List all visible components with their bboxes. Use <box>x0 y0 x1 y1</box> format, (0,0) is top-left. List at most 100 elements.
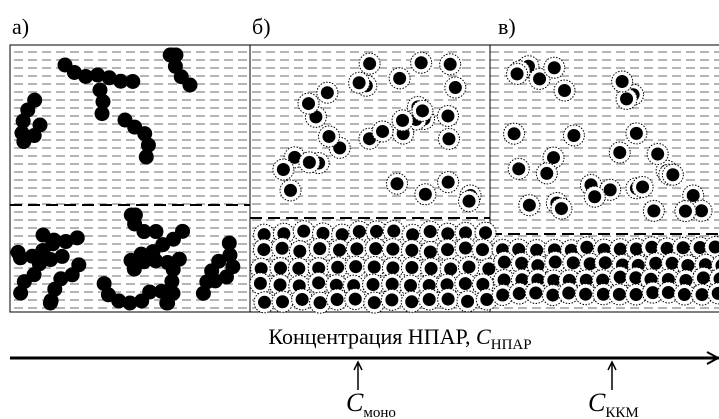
particle <box>666 257 679 270</box>
particle <box>533 72 546 85</box>
particle <box>424 225 437 238</box>
particle <box>416 104 429 117</box>
particle <box>651 148 664 161</box>
marker-subscript: моно <box>363 405 396 419</box>
particle <box>549 256 562 269</box>
particle <box>480 293 493 306</box>
particle <box>513 287 526 300</box>
panel-label: б) <box>252 14 271 39</box>
particle <box>385 293 398 306</box>
particle <box>530 244 543 257</box>
axis-label: Концентрация НПАР, CНПАР <box>268 324 531 353</box>
particle <box>321 86 334 99</box>
particle <box>695 204 708 217</box>
particle <box>441 243 454 256</box>
particle <box>636 180 649 193</box>
particle <box>368 296 381 309</box>
particle <box>222 236 237 251</box>
panel-label: в) <box>498 14 516 39</box>
particle <box>128 208 143 223</box>
particle <box>302 97 315 110</box>
particle <box>555 202 568 215</box>
particle <box>597 288 610 301</box>
particle <box>303 156 316 169</box>
particle <box>678 288 691 301</box>
particle <box>257 243 270 256</box>
particle <box>459 277 472 290</box>
particle <box>424 245 437 258</box>
particle <box>353 225 366 238</box>
particle <box>449 81 462 94</box>
particle <box>350 242 363 255</box>
particle <box>604 183 617 196</box>
particle <box>515 257 528 270</box>
particle <box>677 241 690 254</box>
marker-symbol: C <box>588 388 606 417</box>
axis-symbol: C <box>476 324 491 349</box>
particle <box>312 276 325 289</box>
particle <box>160 296 175 311</box>
particle <box>254 277 267 290</box>
particle <box>168 48 183 63</box>
particle <box>175 224 190 239</box>
particle <box>405 261 418 274</box>
figure: а) б) в) Концентрация НПАР, CНПАР Cмоно … <box>0 0 719 419</box>
particle <box>444 262 457 275</box>
particle <box>368 260 381 273</box>
particle <box>508 127 521 140</box>
axis-subscript: НПАР <box>491 337 532 353</box>
particle <box>349 293 362 306</box>
particle <box>425 262 438 275</box>
particle <box>11 245 26 260</box>
particle <box>442 132 455 145</box>
particle <box>419 188 432 201</box>
particle <box>614 243 627 256</box>
particle <box>125 74 140 89</box>
particle <box>441 109 454 122</box>
marker-symbol: C <box>346 388 364 417</box>
particle <box>666 168 679 181</box>
particle <box>363 57 376 70</box>
particle <box>679 205 692 218</box>
particle <box>274 262 287 275</box>
panel-label: а) <box>12 14 29 39</box>
particle <box>620 92 633 105</box>
particle <box>314 296 327 309</box>
particle <box>274 278 287 291</box>
particle <box>43 296 58 311</box>
particle <box>386 278 399 291</box>
particle <box>567 256 580 269</box>
particle <box>322 130 335 143</box>
particle <box>630 127 643 140</box>
particle <box>687 189 700 202</box>
particle <box>423 293 436 306</box>
particle <box>27 93 42 108</box>
particle <box>55 249 70 264</box>
particle <box>296 293 309 306</box>
particle <box>386 261 399 274</box>
particle <box>462 260 475 273</box>
particle <box>277 163 290 176</box>
particle <box>313 242 326 255</box>
particle <box>405 295 418 308</box>
particle <box>579 288 592 301</box>
particle <box>461 295 474 308</box>
particle <box>613 288 626 301</box>
particle <box>562 287 575 300</box>
particle <box>697 271 710 284</box>
particle <box>442 176 455 189</box>
particle <box>613 146 626 159</box>
particle <box>463 195 476 208</box>
particle <box>546 289 559 302</box>
particle <box>646 286 659 299</box>
marker-subscript: ККМ <box>605 405 638 419</box>
particle <box>696 288 709 301</box>
particle <box>459 242 472 255</box>
axis-text: Концентрация НПАР, <box>268 324 476 349</box>
particle <box>547 151 560 164</box>
particle <box>496 289 509 302</box>
particle <box>16 134 31 149</box>
particle <box>331 293 344 306</box>
particle <box>376 125 389 138</box>
particle <box>284 184 297 197</box>
